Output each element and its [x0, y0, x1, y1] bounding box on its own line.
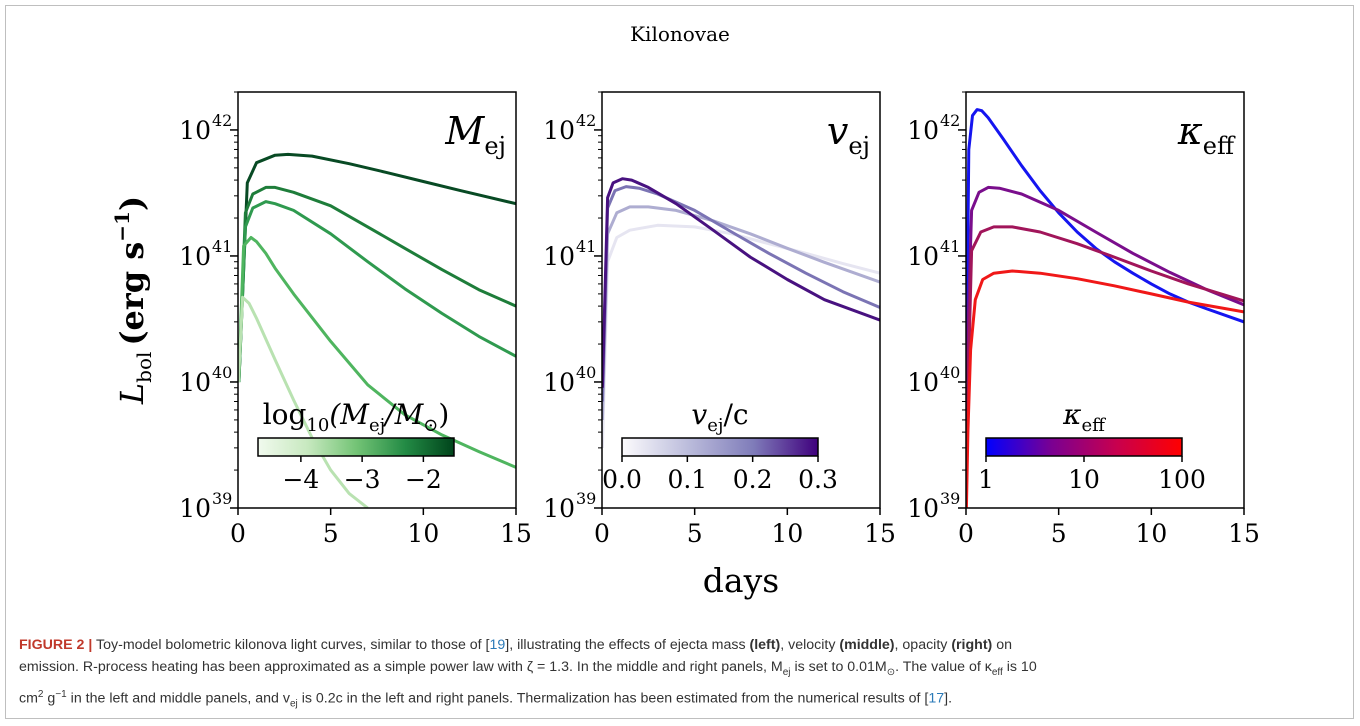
plot-frame	[601, 91, 881, 509]
x-tick-label: 15	[864, 519, 896, 548]
y-tick-exponent: 41	[940, 237, 960, 256]
y-tick-label: 10	[179, 116, 211, 145]
figure-frame	[5, 5, 1354, 719]
colorbar-label: κeff	[1062, 398, 1106, 436]
y-tick-label: 10	[179, 242, 211, 271]
svg-text:Lbol(erg s−1): Lbol(erg s−1)	[110, 196, 156, 405]
series-line-2	[602, 205, 880, 420]
series-line-1	[966, 108, 1244, 383]
colorbar-tick-label: −3	[344, 465, 381, 494]
colorbar-tick-label: 100	[1158, 465, 1206, 494]
y-tick-label: 10	[907, 494, 939, 523]
figure-caption: FIGURE 2 | Toy-model bolometric kilonova…	[19, 634, 1341, 715]
y-tick-label: 10	[543, 116, 575, 145]
series-line-3	[238, 200, 516, 383]
y-tick-label: 10	[179, 494, 211, 523]
y-tick-label: 10	[907, 368, 939, 397]
series-line-3	[966, 225, 1244, 448]
y-tick-exponent: 42	[940, 111, 960, 130]
colorbar-tick-label: 0.1	[667, 465, 707, 494]
x-tick-label: 15	[1228, 519, 1260, 548]
y-tick-exponent: 41	[212, 237, 232, 256]
colorbar-gradient	[621, 437, 819, 457]
colorbar-tick-label: −4	[282, 465, 319, 494]
x-tick-label: 0	[958, 519, 974, 548]
series-group	[966, 108, 1244, 508]
series-group	[238, 152, 516, 508]
y-tick-exponent: 42	[576, 111, 596, 130]
series-line-2	[966, 185, 1244, 383]
colorbar-tick-label: −2	[405, 465, 442, 494]
x-tick-label: 5	[687, 519, 703, 548]
panel-label: vej	[827, 109, 870, 160]
panel-label: Mej	[444, 109, 506, 160]
series-line-5	[238, 295, 369, 508]
x-tick-label: 5	[323, 519, 339, 548]
colorbar-gradient	[257, 437, 455, 457]
x-axis-label: days	[703, 561, 779, 600]
x-tick-label: 15	[500, 519, 532, 548]
series-line-4	[966, 269, 1244, 508]
y-tick-label: 10	[543, 494, 575, 523]
y-tick-exponent: 40	[212, 363, 232, 382]
colorbar: 0.0 0.1 0.2 0.3 vej/c	[602, 398, 838, 494]
colorbar-tick-label: 0.3	[798, 465, 838, 494]
series-line-2	[238, 185, 516, 383]
caption-line-2: emission. R-process heating has been app…	[19, 659, 1037, 678]
figure-title: Kilonovae	[630, 22, 730, 46]
y-tick-exponent: 39	[212, 489, 232, 508]
x-tick-label: 10	[407, 519, 439, 548]
y-tick-exponent: 42	[212, 111, 232, 130]
series-line-1	[238, 152, 516, 383]
y-axis-label: Lbol(erg s−1)	[110, 196, 156, 405]
colorbar-tick-label: 10	[1068, 465, 1100, 494]
citation-link[interactable]: 17	[928, 690, 945, 707]
y-tick-label: 10	[907, 242, 939, 271]
series-line-4	[238, 236, 516, 469]
y-tick-label: 10	[907, 116, 939, 145]
caption-line-3: cm2 g−1 in the left and middle panels, a…	[19, 688, 953, 710]
colorbar-tick-label: 1	[978, 465, 994, 494]
figure-number-label: FIGURE 2 |	[19, 637, 93, 653]
y-tick-exponent: 41	[576, 237, 596, 256]
x-tick-label: 0	[230, 519, 246, 548]
panel-label: κeff	[1177, 109, 1236, 160]
colorbar: 1 10 100 κeff	[978, 398, 1206, 494]
y-tick-exponent: 39	[576, 489, 596, 508]
colorbar-label: log10(Mej/M⊙)	[263, 398, 450, 436]
y-tick-exponent: 40	[576, 363, 596, 382]
x-tick-label: 10	[1135, 519, 1167, 548]
series-line-1	[602, 223, 880, 448]
colorbar-gradient	[985, 437, 1183, 457]
series-group	[602, 177, 880, 448]
series-line-4	[602, 177, 880, 388]
y-tick-exponent: 40	[940, 363, 960, 382]
y-tick-label: 10	[543, 242, 575, 271]
colorbar-label: vej/c	[691, 398, 748, 436]
citation-link[interactable]: 19	[489, 637, 506, 653]
colorbar-tick-label: 0.0	[602, 465, 642, 494]
x-tick-label: 10	[771, 519, 803, 548]
plot-frame	[965, 91, 1245, 509]
y-tick-label: 10	[543, 368, 575, 397]
x-tick-label: 0	[594, 519, 610, 548]
caption-line-1: FIGURE 2 | Toy-model bolometric kilonova…	[19, 637, 1013, 653]
colorbar-tick-label: 0.2	[733, 465, 773, 494]
series-line-3	[602, 185, 880, 402]
colorbar: −4 −3 −2 log10(Mej/M⊙)	[257, 398, 455, 494]
y-tick-label: 10	[179, 368, 211, 397]
plot-frame	[237, 91, 517, 509]
x-tick-label: 5	[1051, 519, 1067, 548]
y-tick-exponent: 39	[940, 489, 960, 508]
